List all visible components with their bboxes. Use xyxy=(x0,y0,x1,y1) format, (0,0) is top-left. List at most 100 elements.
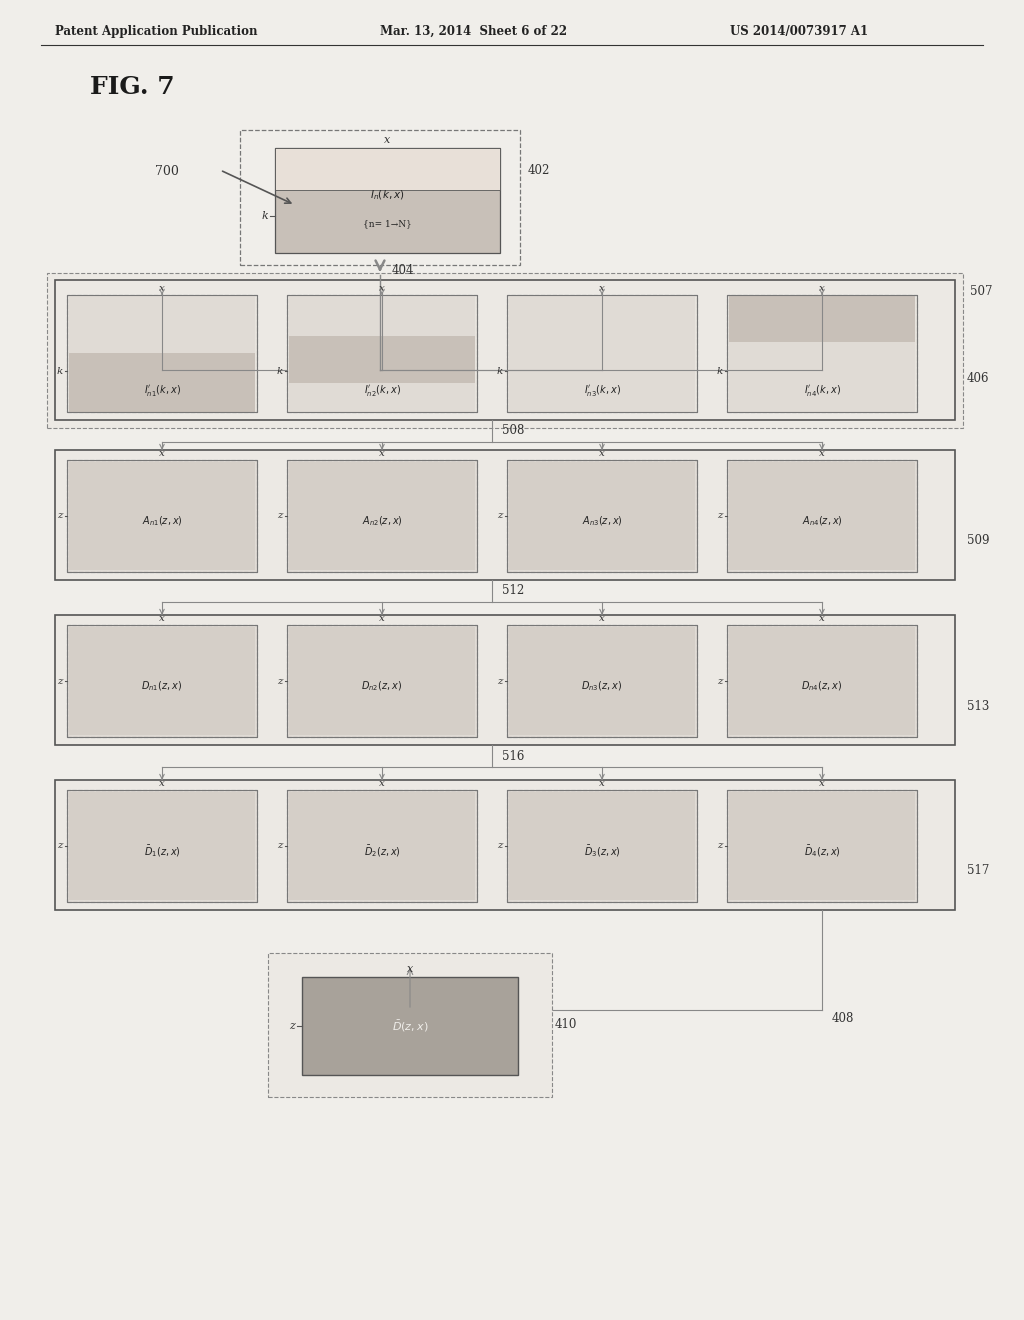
Text: z: z xyxy=(498,511,503,520)
Text: z: z xyxy=(718,842,723,850)
Text: k: k xyxy=(56,367,63,376)
Text: FIG. 7: FIG. 7 xyxy=(90,75,175,99)
FancyBboxPatch shape xyxy=(55,780,955,909)
FancyBboxPatch shape xyxy=(729,462,915,570)
Text: 508: 508 xyxy=(502,425,524,437)
Text: $\bar{D}_3(z,x)$: $\bar{D}_3(z,x)$ xyxy=(584,843,621,859)
Text: 408: 408 xyxy=(831,1012,854,1026)
Text: x: x xyxy=(379,449,385,458)
Text: x: x xyxy=(819,284,825,293)
Text: x: x xyxy=(599,449,605,458)
FancyBboxPatch shape xyxy=(509,462,695,570)
FancyBboxPatch shape xyxy=(507,459,697,572)
FancyBboxPatch shape xyxy=(727,789,918,902)
FancyBboxPatch shape xyxy=(289,383,475,412)
FancyBboxPatch shape xyxy=(302,977,518,1074)
FancyBboxPatch shape xyxy=(275,148,500,253)
Text: $D_{n2}(z,x)$: $D_{n2}(z,x)$ xyxy=(361,680,402,693)
FancyBboxPatch shape xyxy=(55,450,955,579)
Text: $\bar{D}_4(z,x)$: $\bar{D}_4(z,x)$ xyxy=(804,843,841,859)
Text: z: z xyxy=(278,676,283,685)
Text: $\bar{D}_1(z,x)$: $\bar{D}_1(z,x)$ xyxy=(143,843,180,859)
FancyBboxPatch shape xyxy=(69,792,255,900)
FancyBboxPatch shape xyxy=(507,624,697,737)
Text: x: x xyxy=(159,284,165,293)
Text: z: z xyxy=(57,511,63,520)
Text: US 2014/0073917 A1: US 2014/0073917 A1 xyxy=(730,25,868,38)
Text: $\bar{D}(z,x)$: $\bar{D}(z,x)$ xyxy=(392,1019,428,1034)
Text: 700: 700 xyxy=(155,165,179,178)
FancyBboxPatch shape xyxy=(287,459,477,572)
Text: z: z xyxy=(718,676,723,685)
FancyBboxPatch shape xyxy=(287,789,477,902)
Text: x: x xyxy=(819,779,825,788)
FancyBboxPatch shape xyxy=(67,789,257,902)
Text: 509: 509 xyxy=(967,535,989,548)
Text: $I_{n1}'(k,x)$: $I_{n1}'(k,x)$ xyxy=(143,383,180,399)
Text: x: x xyxy=(159,449,165,458)
Text: 517: 517 xyxy=(967,865,989,878)
FancyBboxPatch shape xyxy=(287,294,477,412)
FancyBboxPatch shape xyxy=(289,627,475,735)
Text: z: z xyxy=(718,511,723,520)
FancyBboxPatch shape xyxy=(507,294,697,412)
FancyBboxPatch shape xyxy=(69,627,255,735)
Text: x: x xyxy=(407,964,413,974)
Text: {n= 1→N}: {n= 1→N} xyxy=(364,219,412,228)
FancyBboxPatch shape xyxy=(287,624,477,737)
Text: x: x xyxy=(379,779,385,788)
Text: $D_{n3}(z,x)$: $D_{n3}(z,x)$ xyxy=(582,680,623,693)
Text: x: x xyxy=(379,614,385,623)
FancyBboxPatch shape xyxy=(69,294,255,354)
Text: $D_{n1}(z,x)$: $D_{n1}(z,x)$ xyxy=(141,680,182,693)
Text: $A_{n2}(z,x)$: $A_{n2}(z,x)$ xyxy=(361,515,402,528)
Text: z: z xyxy=(278,842,283,850)
Text: $D_{n4}(z,x)$: $D_{n4}(z,x)$ xyxy=(802,680,843,693)
FancyBboxPatch shape xyxy=(729,627,915,735)
FancyBboxPatch shape xyxy=(69,354,255,412)
Text: Mar. 13, 2014  Sheet 6 of 22: Mar. 13, 2014 Sheet 6 of 22 xyxy=(380,25,567,38)
Text: z: z xyxy=(498,842,503,850)
Text: x: x xyxy=(599,779,605,788)
Text: z: z xyxy=(289,1020,295,1031)
FancyBboxPatch shape xyxy=(727,294,918,412)
Text: 513: 513 xyxy=(967,700,989,713)
Text: x: x xyxy=(384,135,390,145)
Text: $I_{n2}'(k,x)$: $I_{n2}'(k,x)$ xyxy=(364,383,400,399)
Text: x: x xyxy=(819,614,825,623)
Text: k: k xyxy=(717,367,723,376)
FancyBboxPatch shape xyxy=(55,280,955,420)
Text: $I_n(k,x)$: $I_n(k,x)$ xyxy=(371,189,404,202)
Text: 402: 402 xyxy=(528,164,550,177)
FancyBboxPatch shape xyxy=(729,342,915,412)
Text: k: k xyxy=(261,211,268,222)
Text: 507: 507 xyxy=(970,285,992,298)
Text: $\bar{D}_2(z,x)$: $\bar{D}_2(z,x)$ xyxy=(364,843,400,859)
Text: $I_{n3}'(k,x)$: $I_{n3}'(k,x)$ xyxy=(584,383,621,399)
FancyBboxPatch shape xyxy=(275,148,500,190)
Text: 404: 404 xyxy=(392,264,415,276)
Text: x: x xyxy=(599,284,605,293)
FancyBboxPatch shape xyxy=(729,792,915,900)
FancyBboxPatch shape xyxy=(289,337,475,383)
FancyBboxPatch shape xyxy=(509,792,695,900)
Text: z: z xyxy=(57,676,63,685)
FancyBboxPatch shape xyxy=(289,792,475,900)
FancyBboxPatch shape xyxy=(289,294,475,337)
Text: 410: 410 xyxy=(555,1019,578,1031)
Text: $A_{n4}(z,x)$: $A_{n4}(z,x)$ xyxy=(802,515,843,528)
FancyBboxPatch shape xyxy=(67,459,257,572)
Text: $A_{n1}(z,x)$: $A_{n1}(z,x)$ xyxy=(141,515,182,528)
Text: Patent Application Publication: Patent Application Publication xyxy=(55,25,257,38)
FancyBboxPatch shape xyxy=(47,273,963,428)
Text: $A_{n3}(z,x)$: $A_{n3}(z,x)$ xyxy=(582,515,623,528)
Text: z: z xyxy=(57,842,63,850)
Text: z: z xyxy=(498,676,503,685)
Text: $I_{n4}'(k,x)$: $I_{n4}'(k,x)$ xyxy=(804,383,841,399)
FancyBboxPatch shape xyxy=(507,789,697,902)
Text: 512: 512 xyxy=(502,585,524,598)
FancyBboxPatch shape xyxy=(69,462,255,570)
FancyBboxPatch shape xyxy=(509,627,695,735)
FancyBboxPatch shape xyxy=(67,294,257,412)
Text: 516: 516 xyxy=(502,750,524,763)
